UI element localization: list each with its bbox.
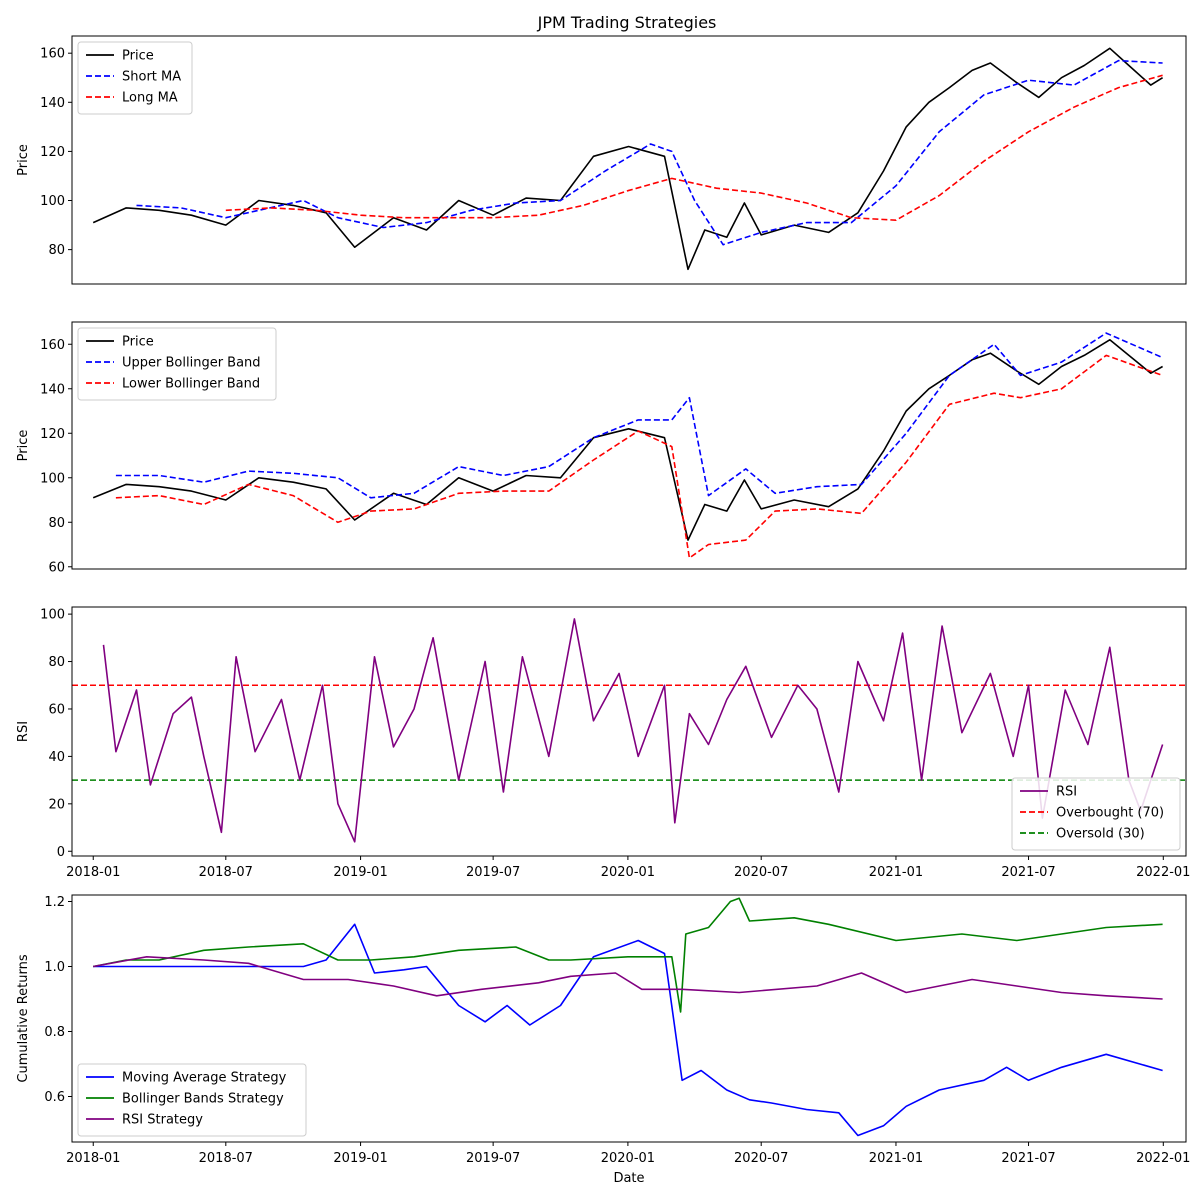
x-tick-label: 2021-01	[869, 1151, 923, 1166]
series-group	[102, 618, 1164, 843]
y-tick-label: 100	[40, 471, 65, 486]
legend-label: Long MA	[122, 91, 178, 106]
plot-frame	[71, 35, 1187, 285]
series-line-1	[93, 923, 1163, 1137]
panel-3: 0 20 40 60 80 100 RSI 2018-01 2018-07 2019-01 2019…	[16, 606, 1190, 880]
x-tick-label: 2021-07	[1001, 1151, 1055, 1166]
y-tick-label: 20	[48, 797, 65, 812]
x-tick-label: 2020-01	[601, 1151, 655, 1166]
legend-label: Price	[122, 49, 154, 64]
x-tick-label: 2018-07	[199, 1151, 253, 1166]
y-tick-label: 160	[40, 338, 65, 353]
legend-box	[77, 1063, 307, 1137]
x-tick-label: 2019-07	[466, 865, 520, 880]
y-tick-label: 80	[48, 243, 65, 258]
series-line-3	[93, 955, 1163, 1000]
y-tick-label: 100	[40, 608, 65, 623]
series-line-1	[102, 618, 1164, 843]
series-line-2	[136, 59, 1163, 246]
x-tick-label: 2019-01	[333, 1151, 387, 1166]
x-axis-label: Date	[613, 1171, 644, 1186]
plot-frame	[71, 894, 1187, 1143]
x-tick-label: 2020-07	[734, 1151, 788, 1166]
panel-4: 0.6 0.8 1.0 1.2 Cumulative Returns 2018-01 201…	[16, 894, 1190, 1186]
y-axis-label: Price	[16, 430, 31, 462]
plot-frame	[71, 321, 1187, 570]
legend-label: RSI	[1056, 785, 1077, 800]
legend-label: Moving Average Strategy	[122, 1071, 287, 1086]
y-tick-label: 100	[40, 194, 65, 209]
panel-1: 80 100 120 140 160 Price Price Short MA Long MA	[16, 35, 1187, 285]
x-tick-label: 2019-07	[466, 1151, 520, 1166]
legend-box	[1011, 777, 1181, 851]
y-tick-label: 0.8	[44, 1025, 65, 1040]
legend-label: Price	[122, 335, 154, 350]
y-axis-label: Cumulative Returns	[16, 954, 31, 1082]
x-tick-label: 2022-01	[1136, 1151, 1190, 1166]
legend-label: Lower Bollinger Band	[122, 377, 260, 392]
y-tick-label: 120	[40, 427, 65, 442]
plot-frame	[71, 606, 1187, 857]
x-tick-label: 2018-01	[66, 1151, 120, 1166]
x-tick-label: 2018-01	[66, 865, 120, 880]
x-tick-label: 2022-01	[1136, 865, 1190, 880]
legend-box	[77, 327, 277, 401]
legend-label: RSI Strategy	[122, 1113, 203, 1128]
y-tick-label: 80	[48, 516, 65, 531]
panel-2: 60 80 100 120 140 160 Price Price Upper Bollinge…	[16, 321, 1187, 575]
y-tick-label: 140	[40, 96, 65, 111]
series-group	[93, 897, 1163, 1137]
y-tick-label: 60	[48, 560, 65, 575]
panels: 80 100 120 140 160 Price Price Short MA Long MA 6…	[16, 35, 1190, 1186]
y-tick-label: 1.2	[44, 895, 65, 910]
y-axis-label: Price	[16, 144, 31, 176]
y-tick-label: 60	[48, 702, 65, 717]
series-group	[92, 47, 1164, 271]
y-tick-label: 0	[57, 845, 65, 860]
y-tick-label: 80	[48, 655, 65, 670]
legend: Price Short MA Long MA	[77, 41, 193, 115]
series-line-3	[225, 74, 1163, 221]
x-tick-label: 2021-07	[1001, 865, 1055, 880]
y-tick-label: 1.0	[44, 960, 65, 975]
legend: Moving Average Strategy Bollinger Bands S…	[77, 1063, 307, 1137]
figure-title: JPM Trading Strategies	[537, 13, 717, 32]
x-tick-label: 2020-01	[601, 865, 655, 880]
legend-label: Upper Bollinger Band	[122, 356, 261, 371]
legend-box	[77, 41, 193, 115]
y-tick-label: 120	[40, 145, 65, 160]
legend: Price Upper Bollinger Band Lower Bollinger…	[77, 327, 277, 401]
legend-label: Oversold (30)	[1056, 827, 1145, 842]
x-tick-label: 2020-07	[734, 865, 788, 880]
legend-label: Overbought (70)	[1056, 806, 1164, 821]
series-line-3	[115, 354, 1163, 559]
x-tick-label: 2021-01	[869, 865, 923, 880]
y-tick-label: 0.6	[44, 1090, 65, 1105]
y-tick-label: 40	[48, 750, 65, 765]
legend-label: Bollinger Bands Strategy	[122, 1092, 284, 1107]
legend-label: Short MA	[122, 70, 181, 85]
series-line-1	[92, 338, 1163, 541]
y-tick-label: 160	[40, 47, 65, 62]
series-line-2	[93, 897, 1163, 1013]
x-tick-label: 2018-07	[199, 865, 253, 880]
series-group	[92, 332, 1163, 559]
legend: RSI Overbought (70) Oversold (30)	[1011, 777, 1181, 851]
series-line-2	[115, 332, 1163, 499]
y-axis-label: RSI	[16, 721, 31, 742]
y-tick-label: 140	[40, 382, 65, 397]
x-tick-label: 2019-01	[333, 865, 387, 880]
